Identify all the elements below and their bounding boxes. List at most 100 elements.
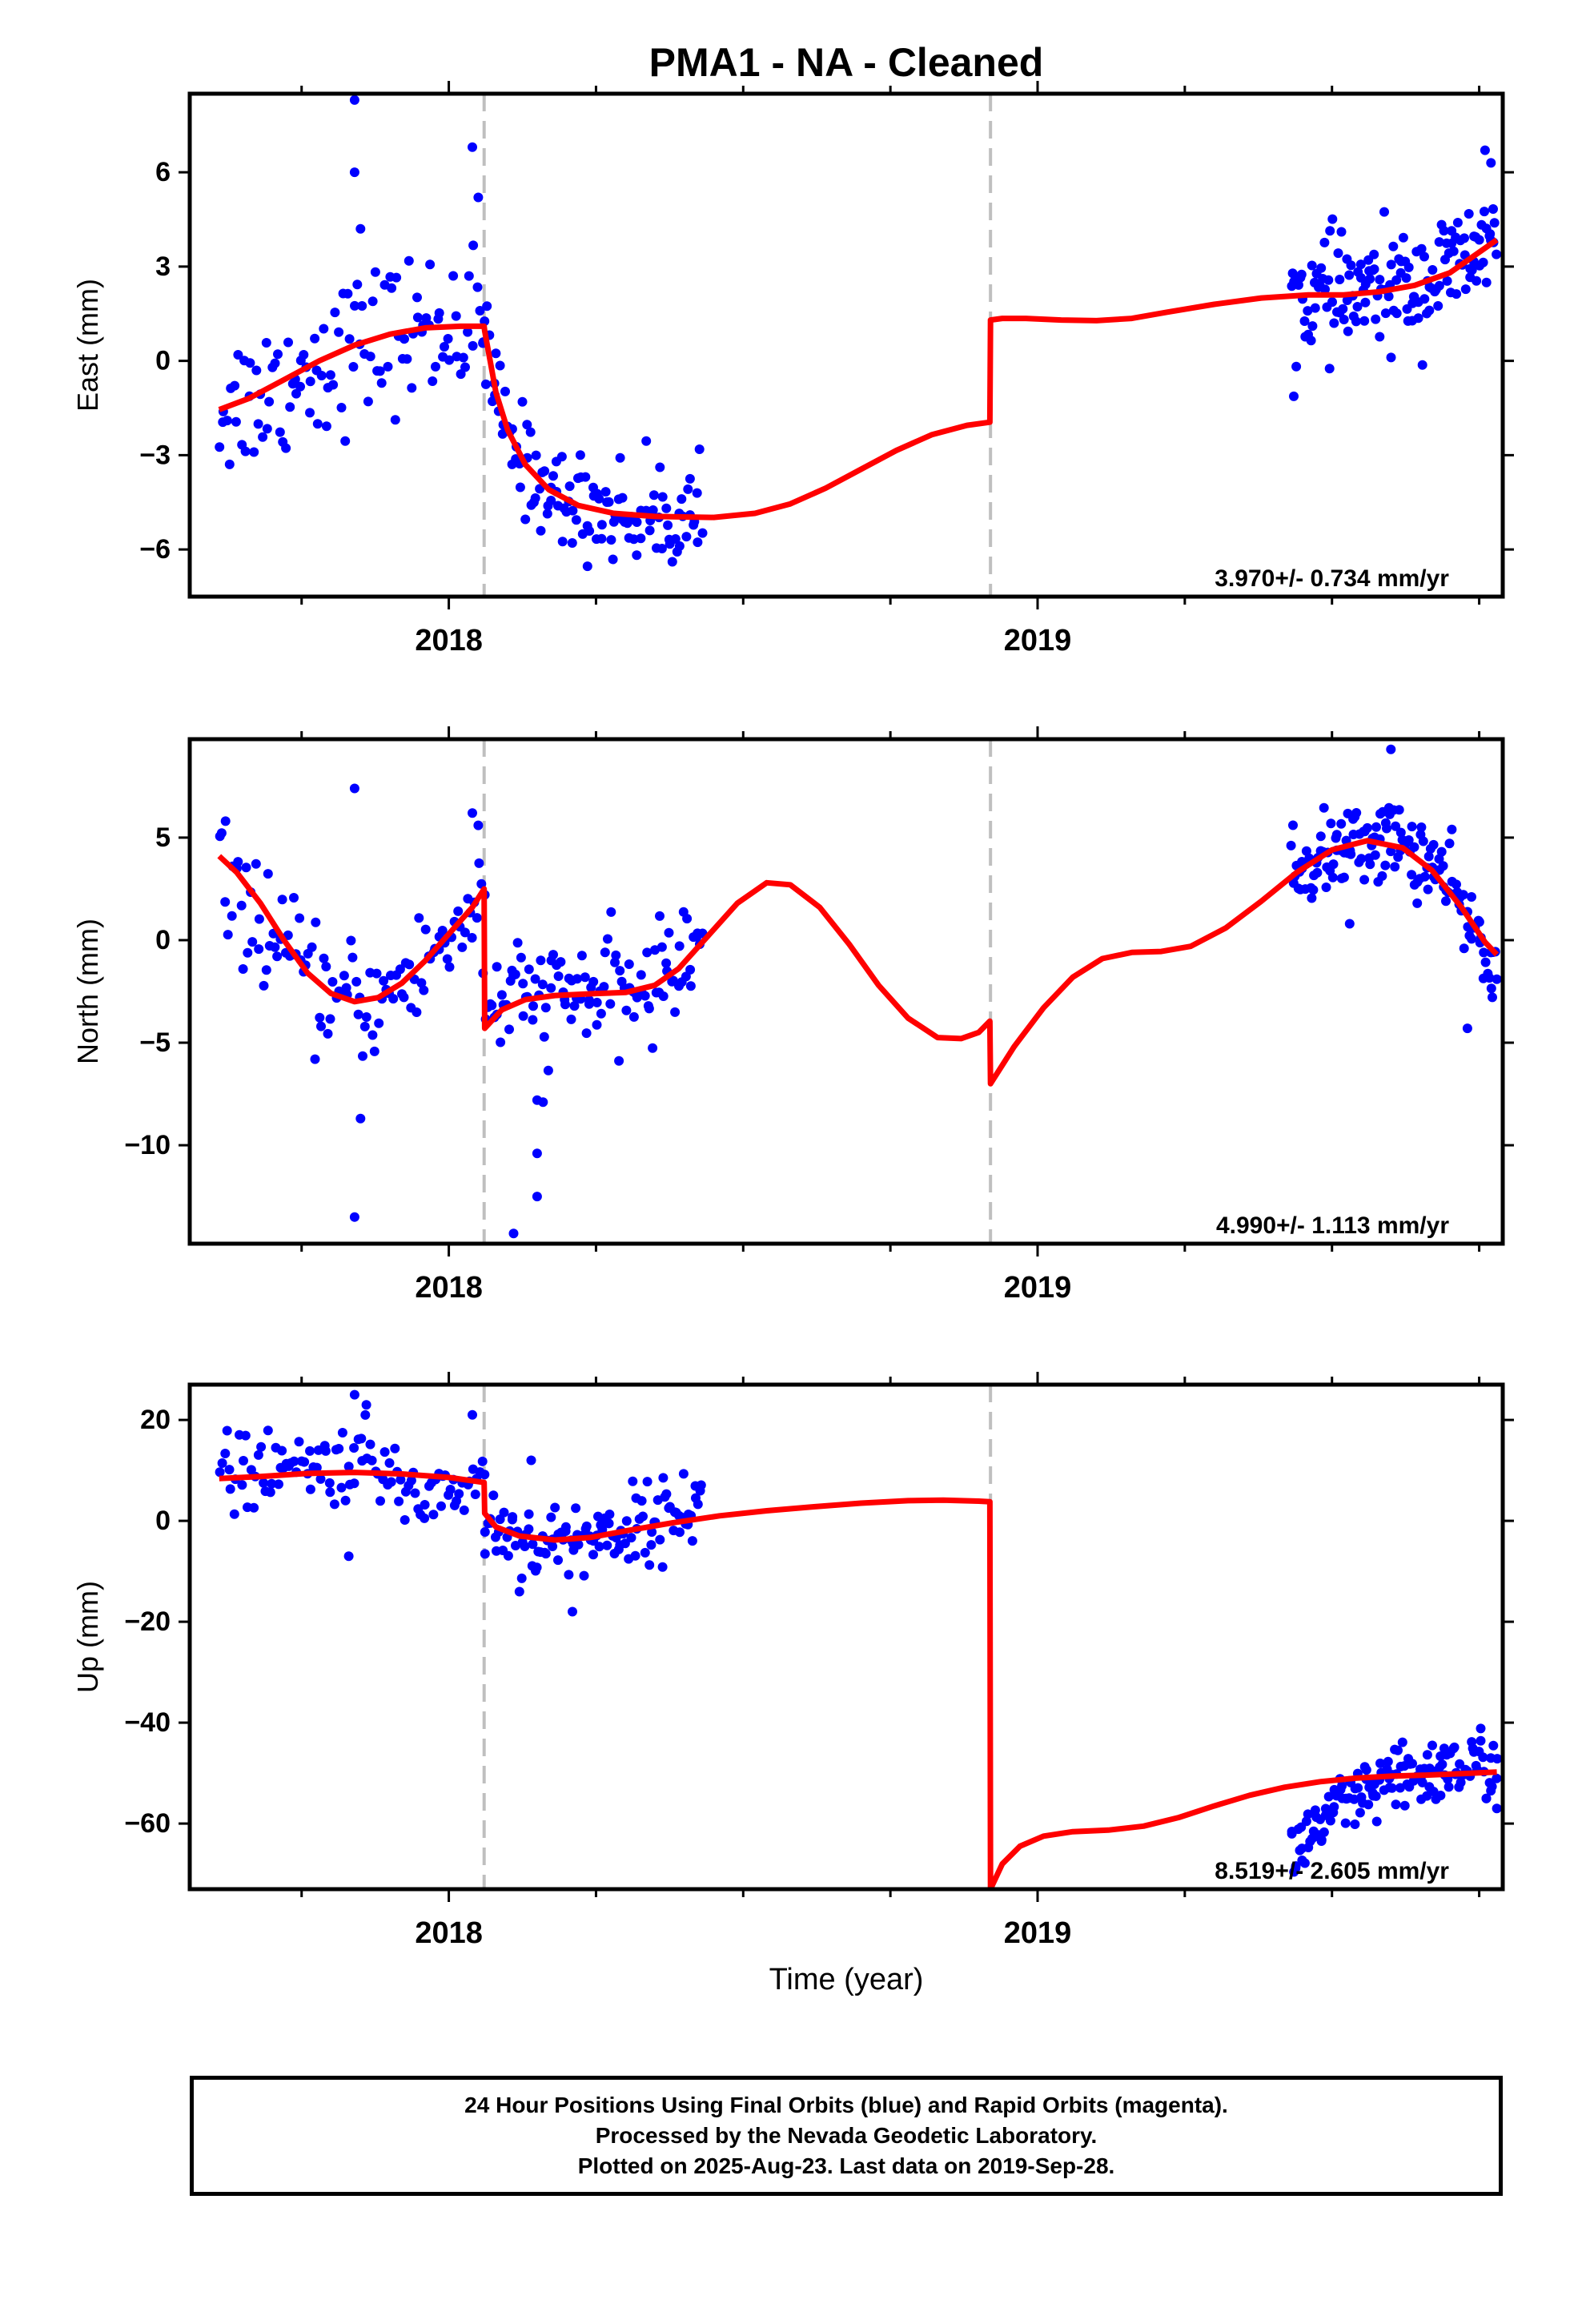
data-point <box>1467 265 1477 275</box>
data-point <box>1326 818 1336 829</box>
data-point <box>1403 262 1414 272</box>
data-point <box>580 472 591 482</box>
data-point <box>1336 818 1347 829</box>
data-point <box>367 296 378 307</box>
data-point <box>518 1011 528 1021</box>
data-point <box>1355 1807 1365 1818</box>
data-point <box>305 408 315 418</box>
data-point <box>1435 1791 1446 1800</box>
rate-label: 3.970+/- 0.734 mm/yr <box>1215 565 1449 592</box>
y-tick-label: −60 <box>124 1808 171 1839</box>
data-point <box>564 1570 574 1580</box>
y-tick-label: 20 <box>140 1405 171 1435</box>
data-point <box>614 1055 624 1066</box>
data-point <box>270 358 280 368</box>
data-point <box>327 977 338 987</box>
data-point <box>440 342 449 352</box>
y-tick-label: 0 <box>155 925 171 955</box>
data-point <box>1375 1758 1385 1768</box>
data-point <box>261 965 271 975</box>
data-point <box>1361 1765 1371 1775</box>
data-point <box>365 1439 375 1449</box>
data-point <box>528 1539 538 1550</box>
data-point <box>661 958 672 968</box>
data-point <box>233 350 243 360</box>
data-point <box>487 1000 497 1011</box>
y-tick-label: −3 <box>139 440 171 470</box>
data-point <box>1474 235 1484 245</box>
data-point <box>406 1475 416 1486</box>
rate-label: 8.519+/- 2.605 mm/yr <box>1215 1858 1449 1884</box>
data-point <box>299 1457 310 1467</box>
data-point <box>311 917 321 927</box>
data-point <box>1363 1799 1374 1810</box>
data-point <box>295 913 305 923</box>
data-point <box>1307 260 1317 271</box>
data-point <box>630 1550 640 1561</box>
data-point <box>444 962 455 972</box>
data-point <box>1353 1783 1363 1793</box>
data-point <box>1439 226 1449 236</box>
data-point <box>693 537 703 548</box>
data-point <box>1419 871 1430 882</box>
data-point <box>355 1113 366 1124</box>
data-point <box>1340 1818 1351 1828</box>
data-point <box>390 1443 400 1454</box>
data-point <box>1488 204 1498 214</box>
x-tick-label: 2018 <box>415 1916 483 1950</box>
data-point <box>657 1562 668 1572</box>
data-point <box>464 271 474 281</box>
data-point <box>603 934 612 944</box>
data-point <box>1386 352 1396 363</box>
data-point <box>334 1444 344 1454</box>
data-point <box>543 1065 553 1076</box>
data-point <box>245 358 255 368</box>
data-point <box>600 947 610 958</box>
data-point <box>220 816 231 826</box>
data-point <box>1443 1782 1454 1792</box>
data-point <box>263 869 273 879</box>
data-point <box>1319 1827 1329 1837</box>
data-point <box>230 380 240 391</box>
y-axis-label: Up (mm) <box>71 1581 104 1693</box>
data-point <box>1288 820 1298 830</box>
data-point <box>460 927 470 938</box>
data-point <box>233 857 243 867</box>
chart-title: PMA1 - NA - Cleaned <box>649 40 1044 85</box>
data-point <box>697 528 708 538</box>
data-point <box>294 1437 304 1447</box>
data-point <box>646 1540 656 1550</box>
data-point <box>477 1456 488 1466</box>
data-point <box>468 808 477 818</box>
data-point <box>1492 1773 1502 1783</box>
data-point <box>396 1474 406 1485</box>
data-point <box>615 452 625 463</box>
data-point <box>536 525 546 536</box>
data-point <box>576 951 587 961</box>
data-point <box>468 142 477 152</box>
data-point <box>384 1458 395 1468</box>
data-point <box>247 937 258 947</box>
data-point <box>693 1499 703 1510</box>
data-point <box>1452 879 1461 890</box>
data-point <box>215 442 225 452</box>
data-point <box>254 944 264 955</box>
data-point <box>336 1482 347 1493</box>
data-point <box>353 1009 363 1019</box>
data-point <box>530 974 540 984</box>
data-point <box>640 991 650 1001</box>
data-point <box>1460 233 1469 243</box>
data-point <box>546 1512 556 1522</box>
data-point <box>682 914 693 924</box>
data-point <box>420 1500 430 1510</box>
y-tick-label: −40 <box>124 1707 171 1738</box>
data-point <box>584 526 595 536</box>
data-point <box>386 1477 396 1487</box>
data-point <box>1428 839 1439 850</box>
data-point <box>283 337 293 348</box>
data-point <box>239 1456 248 1466</box>
data-point <box>694 444 705 454</box>
data-point <box>685 964 696 975</box>
data-point <box>1398 232 1408 243</box>
